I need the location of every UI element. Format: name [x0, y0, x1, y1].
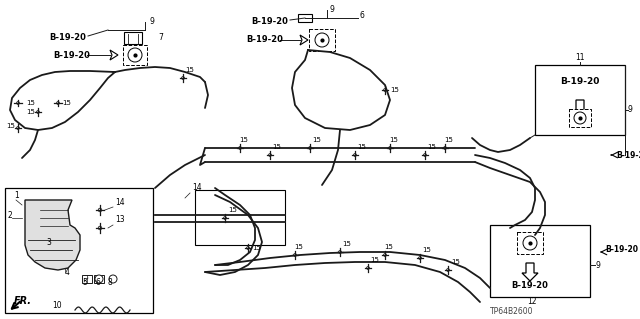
Text: 8: 8 — [108, 278, 113, 287]
Text: 15: 15 — [239, 137, 248, 143]
Text: B-19-20: B-19-20 — [616, 151, 640, 160]
Text: B-19-20: B-19-20 — [54, 50, 90, 60]
Circle shape — [239, 147, 241, 149]
Text: 15: 15 — [272, 144, 281, 150]
Text: 9: 9 — [628, 106, 633, 115]
Text: 5: 5 — [82, 278, 87, 287]
Text: 15: 15 — [26, 100, 35, 106]
Text: 3: 3 — [46, 238, 51, 247]
Text: 15: 15 — [6, 123, 15, 129]
Bar — [94, 275, 104, 283]
Text: 6: 6 — [96, 278, 101, 287]
Text: 15: 15 — [384, 244, 393, 250]
Text: B-19-20: B-19-20 — [246, 35, 284, 44]
Circle shape — [424, 154, 426, 156]
Text: 15: 15 — [62, 100, 71, 106]
Text: 15: 15 — [357, 144, 366, 150]
Text: 15: 15 — [427, 144, 436, 150]
Circle shape — [109, 275, 117, 283]
Circle shape — [419, 256, 421, 259]
Circle shape — [36, 111, 40, 113]
Text: 15: 15 — [185, 67, 194, 73]
Bar — [490, 225, 590, 297]
Text: 9: 9 — [330, 5, 335, 14]
Polygon shape — [25, 200, 80, 270]
Polygon shape — [300, 35, 308, 45]
Circle shape — [339, 251, 341, 253]
Circle shape — [99, 208, 102, 212]
Circle shape — [574, 112, 586, 124]
Text: B-19-20: B-19-20 — [605, 246, 638, 255]
Circle shape — [444, 147, 447, 149]
Bar — [5, 188, 153, 313]
Text: 9: 9 — [596, 261, 601, 270]
Text: 9: 9 — [149, 18, 154, 26]
FancyArrow shape — [572, 100, 588, 120]
Circle shape — [17, 127, 19, 130]
Bar — [123, 45, 147, 65]
Text: B-19-20: B-19-20 — [252, 18, 289, 26]
Text: 15: 15 — [252, 245, 261, 251]
Text: 15: 15 — [26, 109, 35, 115]
Circle shape — [17, 101, 19, 104]
Circle shape — [315, 33, 329, 47]
Text: 15: 15 — [312, 137, 321, 143]
Text: 12: 12 — [527, 298, 536, 307]
Bar — [82, 275, 92, 283]
Text: 13: 13 — [115, 215, 125, 224]
Bar — [535, 65, 625, 135]
Text: 11: 11 — [575, 54, 585, 63]
Text: FR.: FR. — [14, 296, 32, 306]
FancyArrow shape — [522, 263, 538, 281]
Text: 15: 15 — [389, 137, 398, 143]
Circle shape — [95, 275, 103, 283]
Text: B-19-20: B-19-20 — [511, 280, 548, 290]
Polygon shape — [110, 50, 118, 60]
Circle shape — [383, 89, 387, 92]
Circle shape — [354, 154, 356, 156]
Text: 15: 15 — [370, 257, 379, 263]
Bar — [195, 190, 285, 245]
Text: B-19-20: B-19-20 — [560, 78, 600, 86]
Bar — [309, 29, 335, 51]
Circle shape — [447, 269, 449, 271]
Circle shape — [367, 267, 369, 270]
Text: 15: 15 — [294, 244, 303, 250]
Text: 7: 7 — [158, 33, 163, 42]
Text: 15: 15 — [342, 241, 351, 247]
Text: 14: 14 — [115, 198, 125, 207]
Bar — [517, 232, 543, 254]
Text: 6: 6 — [360, 11, 365, 19]
Circle shape — [308, 147, 312, 149]
Text: 15: 15 — [422, 247, 431, 253]
Circle shape — [128, 48, 142, 62]
Bar — [124, 32, 142, 44]
Text: 15: 15 — [444, 137, 453, 143]
Text: 2: 2 — [8, 211, 13, 220]
Text: TP64B2600: TP64B2600 — [490, 308, 534, 316]
Text: B-19-20: B-19-20 — [49, 33, 86, 42]
Circle shape — [223, 217, 227, 219]
Bar — [569, 109, 591, 127]
Circle shape — [99, 226, 102, 230]
Circle shape — [383, 254, 387, 256]
Text: 15: 15 — [228, 207, 237, 213]
Text: 15: 15 — [451, 259, 460, 265]
Circle shape — [388, 147, 392, 149]
Circle shape — [246, 247, 250, 249]
Circle shape — [269, 154, 271, 156]
Bar — [298, 14, 312, 22]
Text: 10: 10 — [52, 301, 61, 310]
Text: 4: 4 — [65, 268, 70, 277]
Circle shape — [56, 101, 60, 104]
Text: 15: 15 — [390, 87, 399, 93]
Circle shape — [523, 236, 537, 250]
Text: 14: 14 — [192, 183, 202, 192]
Text: 1: 1 — [14, 191, 19, 200]
Circle shape — [182, 77, 184, 79]
Circle shape — [294, 254, 296, 256]
